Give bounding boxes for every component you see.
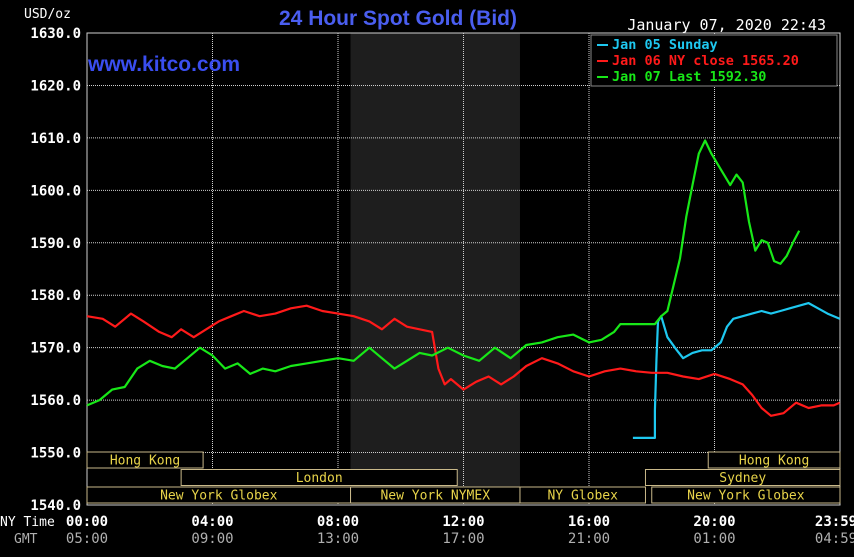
y-tick-label: 1580.0 [30, 288, 81, 304]
x-tick-label-ny: 20:00 [693, 514, 735, 530]
x-tick-label-ny: 00:00 [66, 514, 108, 530]
series-line-2 [86, 139, 801, 407]
x-tick-label-ny: 12:00 [442, 514, 484, 530]
x-tick-label-ny: 16:00 [568, 514, 610, 530]
session-bar [651, 486, 841, 504]
y-tick-label: 1630.0 [30, 26, 81, 42]
y-tick-label: 1590.0 [30, 236, 81, 252]
y-axis-unit: USD/oz [24, 7, 71, 22]
legend-entry: Jan 07 Last 1592.30 [612, 69, 766, 85]
session-label: Sydney [719, 471, 766, 486]
watermark: www.kitco.com [87, 53, 240, 76]
nymex-shaded-region [350, 33, 520, 505]
y-tick-label: 1600.0 [30, 183, 81, 199]
x-tick-label-gmt: 13:00 [317, 531, 359, 547]
y-tick-label: 1570.0 [30, 341, 81, 357]
session-label: London [296, 471, 343, 486]
x-tick-label-ny: 04:00 [191, 514, 233, 530]
session-label: Hong Kong [739, 454, 809, 469]
x-tick-label-gmt: 04:59 [815, 531, 854, 547]
legend-entry: Jan 05 Sunday [612, 37, 718, 53]
session-bar [707, 451, 841, 469]
x-tick-label-gmt: 05:00 [66, 531, 108, 547]
legend-box [590, 34, 838, 87]
session-bar [180, 469, 458, 486]
gmt-row-label: GMT [14, 532, 38, 547]
series-line-1 [86, 304, 841, 417]
session-label: New York Globex [160, 489, 278, 504]
session-bar [519, 486, 646, 504]
x-tick-label-gmt: 21:00 [568, 531, 610, 547]
chart-timestamp: January 07, 2020 22:43 [627, 16, 826, 34]
session-label: New York Globex [687, 489, 805, 504]
x-tick-label-ny: 23:59 [815, 514, 854, 530]
y-tick-label: 1560.0 [30, 393, 81, 409]
y-tick-label: 1620.0 [30, 78, 81, 94]
legend-entry: Jan 06 NY close 1565.20 [612, 53, 799, 69]
y-tick-label: 1540.0 [30, 498, 81, 514]
session-label: Hong Kong [110, 454, 180, 469]
session-bar [644, 469, 841, 486]
chart-title: 24 Hour Spot Gold (Bid) [279, 7, 517, 30]
x-tick-label-gmt: 17:00 [442, 531, 484, 547]
x-tick-label-ny: 08:00 [317, 514, 359, 530]
ny-time-row-label: NY Time [0, 515, 55, 530]
x-tick-label-gmt: 09:00 [191, 531, 233, 547]
x-tick-label-gmt: 01:00 [693, 531, 735, 547]
session-bar [86, 451, 204, 469]
y-tick-label: 1550.0 [30, 446, 81, 462]
y-tick-label: 1610.0 [30, 131, 81, 147]
session-label: NY Globex [547, 489, 618, 504]
session-label: New York NYMEX [380, 489, 490, 504]
